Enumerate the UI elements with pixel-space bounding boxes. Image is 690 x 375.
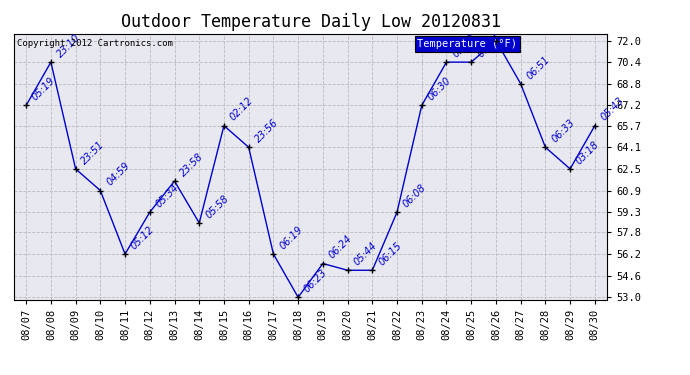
Text: 23:10: 23:10 [55,32,82,59]
Text: 05:58: 05:58 [204,193,230,220]
Title: Outdoor Temperature Daily Low 20120831: Outdoor Temperature Daily Low 20120831 [121,13,500,31]
Text: 06:08: 06:08 [401,182,428,209]
Text: 23:51: 23:51 [80,139,107,166]
Text: 23:58: 23:58 [179,151,206,178]
Text: 06:51: 06:51 [525,54,552,81]
Text: 06:33: 06:33 [549,117,577,144]
Text: 05:12: 05:12 [129,224,156,251]
Text: 05:59: 05:59 [451,32,477,59]
Text: 03:18: 03:18 [574,139,601,166]
Text: Copyright 2012 Cartronics.com: Copyright 2012 Cartronics.com [17,39,172,48]
Text: 02:12: 02:12 [228,96,255,123]
Text: 06:15: 06:15 [377,240,404,267]
Text: 06:34: 06:34 [475,32,502,59]
Text: 05:44: 05:44 [352,240,379,267]
Text: 05:19: 05:19 [30,75,57,103]
Text: 05:43: 05:43 [599,96,626,123]
Text: 23:56: 23:56 [253,117,280,144]
Text: 06:23: 06:23 [302,267,329,294]
Text: 06:24: 06:24 [327,234,354,261]
Text: 06:30: 06:30 [426,75,453,103]
Text: 06:19: 06:19 [277,224,304,251]
Text: 05:34: 05:34 [154,182,181,209]
Text: Temperature (°F): Temperature (°F) [417,39,518,49]
Text: 04:59: 04:59 [104,161,132,188]
